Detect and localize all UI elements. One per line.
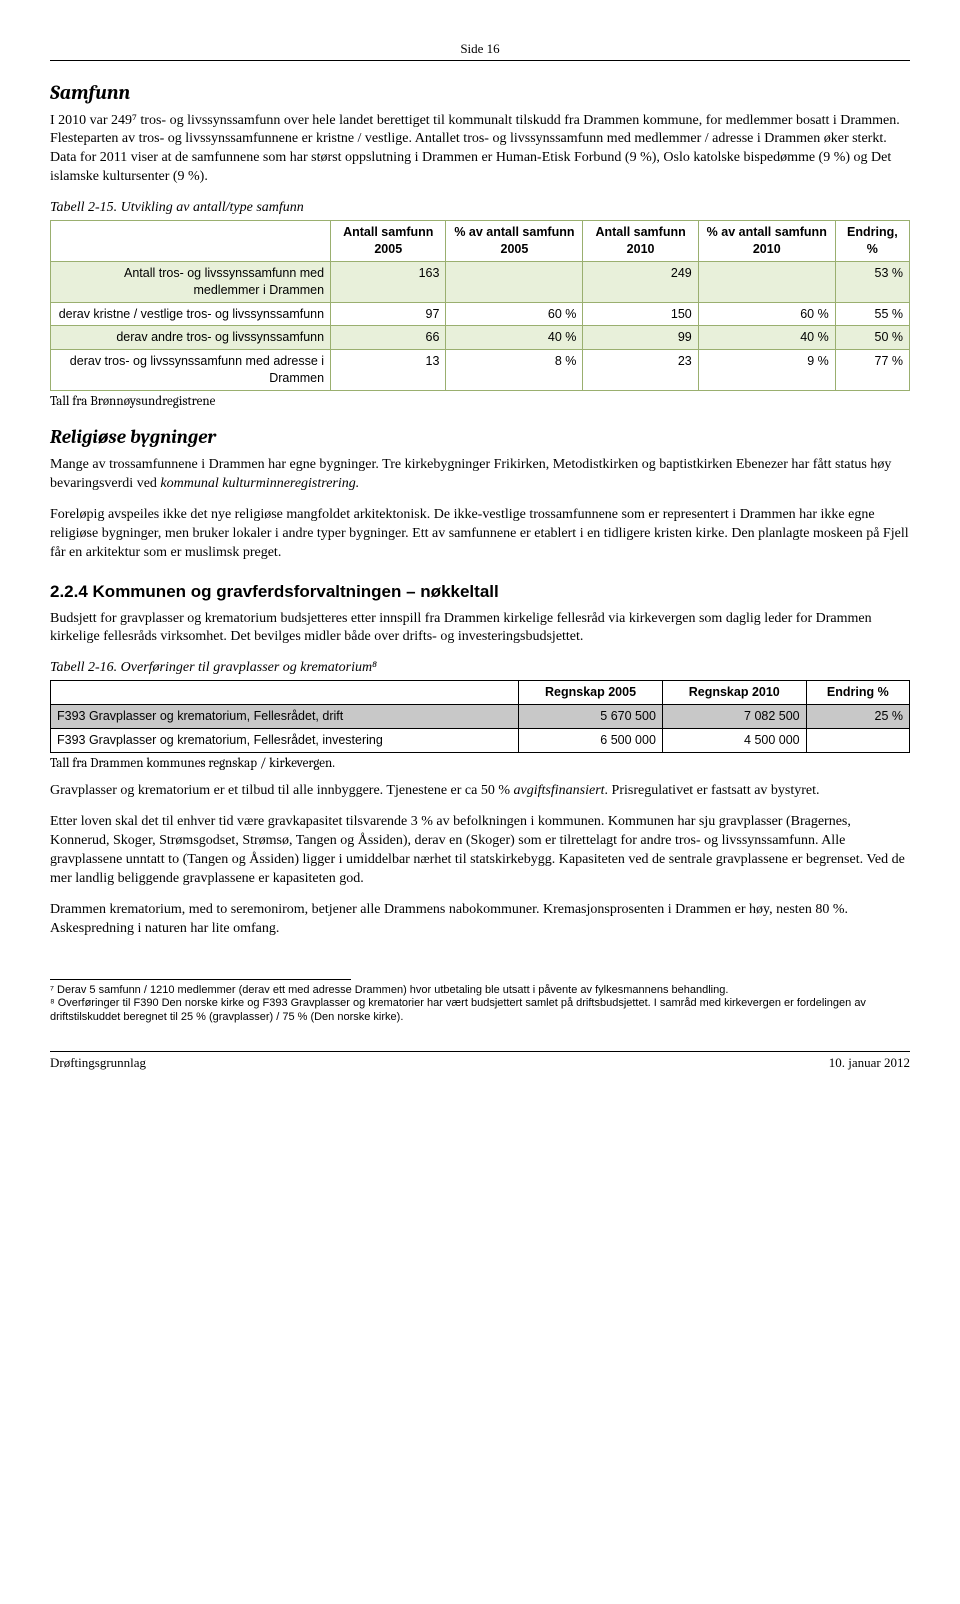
cell: 55 % <box>835 302 909 326</box>
t2-h0 <box>51 681 519 705</box>
cell: 8 % <box>446 350 583 391</box>
page-footer: Drøftingsgrunnlag 10. januar 2012 <box>50 1051 910 1072</box>
cell <box>446 261 583 302</box>
heading-224: 2.2.4 Kommunen og gravferdsforvaltningen… <box>50 581 910 604</box>
para-after1: Gravplasser og krematorium er et tilbud … <box>50 782 910 801</box>
cell: 53 % <box>835 261 909 302</box>
footnote-8: ⁸ Overføringer til F390 Den norske kirke… <box>50 997 910 1025</box>
heading-samfunn: Samfunn <box>50 79 910 106</box>
para-rel1: Mange av trossamfunnene i Drammen har eg… <box>50 456 910 494</box>
para-224: Budsjett for gravplasser og krematorium … <box>50 610 910 648</box>
row-label: Antall tros- og livssynssamfunn med medl… <box>51 261 331 302</box>
para-after1-a: Gravplasser og krematorium er et tilbud … <box>50 783 514 798</box>
cell: 249 <box>583 261 698 302</box>
cell: 40 % <box>698 326 835 350</box>
table1-caption: Tabell 2-15. Utvikling av antall/type sa… <box>50 199 910 218</box>
row-label: F393 Gravplasser og krematorium, Fellesr… <box>51 705 519 729</box>
table-row: Antall tros- og livssynssamfunn med medl… <box>51 261 910 302</box>
cell: 13 <box>331 350 446 391</box>
cell: 5 670 500 <box>519 705 663 729</box>
cell <box>806 729 909 753</box>
cell: 60 % <box>446 302 583 326</box>
para-after1-c: . Prisregulativet er fastsatt av bystyre… <box>605 783 820 798</box>
row-label: derav kristne / vestlige tros- og livssy… <box>51 302 331 326</box>
cell: 40 % <box>446 326 583 350</box>
cell: 150 <box>583 302 698 326</box>
cell: 77 % <box>835 350 909 391</box>
cell <box>698 261 835 302</box>
footer-right: 10. januar 2012 <box>829 1054 910 1072</box>
para-rel2: Foreløpig avspeiles ikke det nye religiø… <box>50 506 910 563</box>
footer-left: Drøftingsgrunnlag <box>50 1054 146 1072</box>
table2-header-row: Regnskap 2005 Regnskap 2010 Endring % <box>51 681 910 705</box>
cell: 97 <box>331 302 446 326</box>
para-rel1-b: kommunal kulturminneregistrering. <box>160 476 359 491</box>
row-label: derav andre tros- og livssynssamfunn <box>51 326 331 350</box>
t1-h3: Antall samfunn 2010 <box>583 221 698 262</box>
row-label: derav tros- og livssynssamfunn med adres… <box>51 350 331 391</box>
t1-h1: Antall samfunn 2005 <box>331 221 446 262</box>
cell: 60 % <box>698 302 835 326</box>
cell: 6 500 000 <box>519 729 663 753</box>
cell: 4 500 000 <box>662 729 806 753</box>
t2-h3: Endring % <box>806 681 909 705</box>
table-row: F393 Gravplasser og krematorium, Fellesr… <box>51 705 910 729</box>
table1-source: Tall fra Brønnøysundregistrene <box>50 393 910 411</box>
cell: 9 % <box>698 350 835 391</box>
table1-header-row: Antall samfunn 2005 % av antall samfunn … <box>51 221 910 262</box>
table-row: derav andre tros- og livssynssamfunn6640… <box>51 326 910 350</box>
cell: 23 <box>583 350 698 391</box>
t2-h2: Regnskap 2010 <box>662 681 806 705</box>
cell: 50 % <box>835 326 909 350</box>
cell: 66 <box>331 326 446 350</box>
row-label: F393 Gravplasser og krematorium, Fellesr… <box>51 729 519 753</box>
cell: 7 082 500 <box>662 705 806 729</box>
para-after2: Etter loven skal det til enhver tid være… <box>50 813 910 889</box>
cell: 25 % <box>806 705 909 729</box>
t1-h0 <box>51 221 331 262</box>
para-after1-b: avgiftsfinansiert <box>514 783 605 798</box>
table-1: Antall samfunn 2005 % av antall samfunn … <box>50 220 910 391</box>
para-after3: Drammen krematorium, med to seremonirom,… <box>50 901 910 939</box>
footnotes: ⁷ Derav 5 samfunn / 1210 medlemmer (dera… <box>50 984 910 1025</box>
t1-h4: % av antall samfunn 2010 <box>698 221 835 262</box>
table2-source: Tall fra Drammen kommunes regnskap / kir… <box>50 755 910 773</box>
cell: 99 <box>583 326 698 350</box>
table2-caption: Tabell 2-16. Overføringer til gravplasse… <box>50 659 910 678</box>
table-2: Regnskap 2005 Regnskap 2010 Endring % F3… <box>50 680 910 753</box>
t1-h5: Endring, % <box>835 221 909 262</box>
cell: 163 <box>331 261 446 302</box>
table-row: derav kristne / vestlige tros- og livssy… <box>51 302 910 326</box>
t1-h2: % av antall samfunn 2005 <box>446 221 583 262</box>
page-header: Side 16 <box>50 40 910 61</box>
heading-religiose: Religiøse bygninger <box>50 425 910 451</box>
t2-h1: Regnskap 2005 <box>519 681 663 705</box>
table-row: derav tros- og livssynssamfunn med adres… <box>51 350 910 391</box>
footnote-7: ⁷ Derav 5 samfunn / 1210 medlemmer (dera… <box>50 984 910 998</box>
table-row: F393 Gravplasser og krematorium, Fellesr… <box>51 729 910 753</box>
para-samfunn: I 2010 var 249⁷ tros- og livssynssamfunn… <box>50 112 910 188</box>
